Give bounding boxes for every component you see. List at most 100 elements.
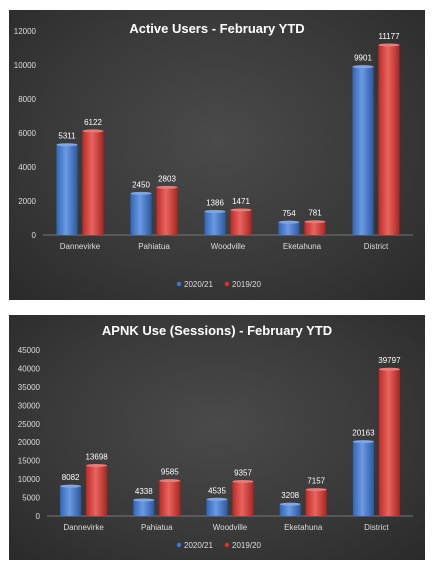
active-users-chart-panel: Active Users - February YTD 0 2000 4000 6000… <box>9 10 425 300</box>
bar-top-cap <box>378 367 400 371</box>
bar-2020-21-district <box>352 441 374 516</box>
legend-label: 2019/20 <box>232 280 261 289</box>
bar-2020-21-dannevirke <box>56 144 78 235</box>
bar-top-cap <box>352 65 374 69</box>
legend-marker <box>176 542 182 548</box>
bar-2020-21-eketahuna <box>278 222 300 235</box>
data-label: 1386 <box>206 198 224 207</box>
x-tick-label: District <box>364 242 389 251</box>
x-tick-label: Pahiatua <box>138 242 170 251</box>
data-label: 1471 <box>232 197 250 206</box>
bar-top-cap <box>133 498 155 502</box>
bar-2019-20-district <box>378 44 400 236</box>
data-label: 8082 <box>62 473 80 482</box>
data-label: 6122 <box>84 118 102 127</box>
x-tick-label: Pahiatua <box>141 523 173 532</box>
y-tick-label: 20000 <box>18 438 41 447</box>
bar-top-cap <box>204 209 226 213</box>
y-tick-label: 40000 <box>18 364 41 373</box>
x-tick-label: Dannevirke <box>63 523 104 532</box>
data-label: 7157 <box>307 477 325 486</box>
bar-2019-20-woodville <box>230 209 252 235</box>
bar-top-cap <box>230 208 252 212</box>
legend-label: 2020/21 <box>184 280 213 289</box>
legend-label: 2020/21 <box>184 541 213 550</box>
bar-top-cap <box>278 220 300 224</box>
data-label: 781 <box>308 209 322 218</box>
bar-top-cap <box>159 479 181 483</box>
y-tick-label: 10000 <box>14 61 37 70</box>
y-tick-label: 30000 <box>18 401 41 410</box>
bar-2019-20-pahiatua <box>159 480 181 516</box>
bar-2020-21-pahiatua <box>130 193 152 235</box>
bar-2020-21-district <box>352 66 374 235</box>
bar-2019-20-pahiatua <box>156 187 178 235</box>
bar-2020-21-pahiatua <box>133 499 155 516</box>
y-tick-label: 0 <box>36 512 41 521</box>
y-tick-label: 8000 <box>18 95 36 104</box>
x-tick-label: Dannevirke <box>60 242 101 251</box>
apnk-sessions-chart: APNK Use (Sessions) - February YTD 0 5000 1… <box>18 323 413 550</box>
bar-top-cap <box>206 497 228 501</box>
data-label: 9357 <box>234 468 252 477</box>
bar-top-cap <box>86 463 108 467</box>
x-tick-label: Woodville <box>213 523 248 532</box>
bar-top-cap <box>130 191 152 195</box>
data-label: 20163 <box>352 429 375 438</box>
data-label: 2803 <box>158 174 176 183</box>
active-users-chart: Active Users - February YTD 0 2000 4000 6000… <box>14 21 413 289</box>
y-tick-label: 15000 <box>18 457 41 466</box>
bar-top-cap <box>304 220 326 224</box>
bar-top-cap <box>352 440 374 444</box>
data-label: 13698 <box>85 452 108 461</box>
legend-marker <box>224 281 230 287</box>
y-tick-label: 35000 <box>18 383 41 392</box>
legend-marker <box>224 542 230 548</box>
legend-marker <box>176 281 182 287</box>
bar-2020-21-woodville <box>204 211 226 235</box>
y-tick-label: 4000 <box>18 163 36 172</box>
data-label: 754 <box>282 209 296 218</box>
bar-top-cap <box>378 43 400 47</box>
y-tick-label: 5000 <box>22 494 40 503</box>
x-tick-label: Eketahuna <box>283 242 322 251</box>
bar-2019-20-dannevirke <box>86 465 108 516</box>
data-label: 4338 <box>135 487 153 496</box>
bar-2020-21-eketahuna <box>279 504 301 516</box>
bar-2020-21-woodville <box>206 499 228 516</box>
bar-2019-20-eketahuna <box>304 221 326 235</box>
bar-2019-20-district <box>378 369 400 516</box>
x-tick-label: District <box>364 523 389 532</box>
bar-top-cap <box>56 143 78 147</box>
data-label: 2450 <box>132 180 150 189</box>
y-tick-label: 25000 <box>18 420 41 429</box>
y-tick-label: 0 <box>32 231 37 240</box>
data-label: 3208 <box>281 491 299 500</box>
chart-title: APNK Use (Sessions) - February YTD <box>102 323 332 338</box>
data-label: 9901 <box>354 54 372 63</box>
y-tick-label: 10000 <box>18 475 41 484</box>
bar-top-cap <box>232 479 254 483</box>
y-tick-label: 45000 <box>18 346 41 355</box>
legend-label: 2019/20 <box>232 541 261 550</box>
bar-top-cap <box>305 488 327 492</box>
y-tick-label: 2000 <box>18 197 36 206</box>
bar-top-cap <box>279 502 301 506</box>
data-label: 9585 <box>161 468 179 477</box>
bar-top-cap <box>82 129 104 133</box>
bar-top-cap <box>156 185 178 189</box>
chart-title: Active Users - February YTD <box>129 21 304 36</box>
bar-2019-20-eketahuna <box>305 489 327 516</box>
x-tick-label: Eketahuna <box>284 523 323 532</box>
x-tick-label: Woodville <box>211 242 246 251</box>
apnk-sessions-chart-panel: APNK Use (Sessions) - February YTD 0 5000 1… <box>9 315 425 560</box>
bar-top-cap <box>60 484 82 488</box>
y-tick-label: 6000 <box>18 129 36 138</box>
data-label: 5311 <box>58 132 76 141</box>
data-label: 11177 <box>378 32 400 41</box>
bar-2020-21-dannevirke <box>60 486 82 516</box>
data-label: 4535 <box>208 486 226 495</box>
y-tick-label: 12000 <box>14 27 37 36</box>
bar-2019-20-dannevirke <box>82 130 104 235</box>
bar-2019-20-woodville <box>232 481 254 516</box>
